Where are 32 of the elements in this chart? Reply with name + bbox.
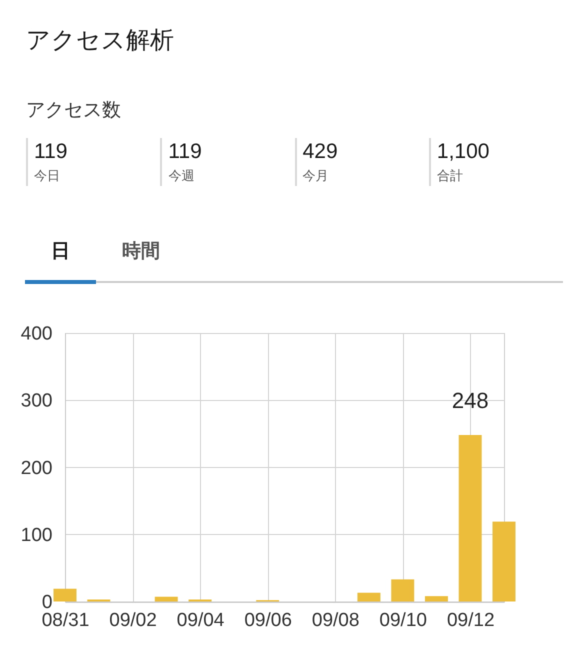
y-tick-label: 300 bbox=[20, 390, 52, 412]
y-tick-label: 400 bbox=[20, 324, 52, 344]
text: アクセス数 bbox=[26, 99, 121, 122]
data-label: 1,100 bbox=[436, 140, 490, 164]
data-label: 429 bbox=[302, 140, 338, 164]
y-tick-label: 200 bbox=[20, 458, 52, 479]
x-tick-label: 09/04 bbox=[176, 610, 225, 631]
data-label: 119 bbox=[34, 140, 68, 164]
x-tick-label: 09/06 bbox=[244, 610, 292, 631]
bar bbox=[154, 596, 178, 602]
data-label: 248 bbox=[452, 388, 489, 414]
x-tick-label: 09/10 bbox=[379, 610, 427, 631]
category-label: 今週 bbox=[168, 168, 194, 183]
bar bbox=[54, 588, 76, 602]
text: 日 bbox=[51, 241, 70, 262]
bar bbox=[458, 435, 482, 602]
text: アクセス解析 bbox=[26, 27, 174, 55]
x-tick-label: 08/31 bbox=[42, 610, 90, 631]
bar bbox=[492, 522, 516, 602]
bar bbox=[391, 579, 414, 602]
data-label: 119 bbox=[168, 140, 202, 164]
bar bbox=[424, 596, 448, 602]
category-label: 今日 bbox=[34, 168, 60, 183]
x-tick-label: 09/12 bbox=[446, 610, 495, 631]
text: 時間 bbox=[122, 241, 160, 262]
y-tick-label: 0 bbox=[42, 592, 52, 613]
x-tick-label: 09/02 bbox=[109, 610, 157, 631]
bar bbox=[357, 592, 380, 602]
category-label: 合計 bbox=[436, 168, 463, 183]
y-tick-label: 100 bbox=[20, 524, 52, 546]
x-tick-label: 09/08 bbox=[312, 610, 360, 631]
category-label: 今月 bbox=[302, 168, 329, 183]
